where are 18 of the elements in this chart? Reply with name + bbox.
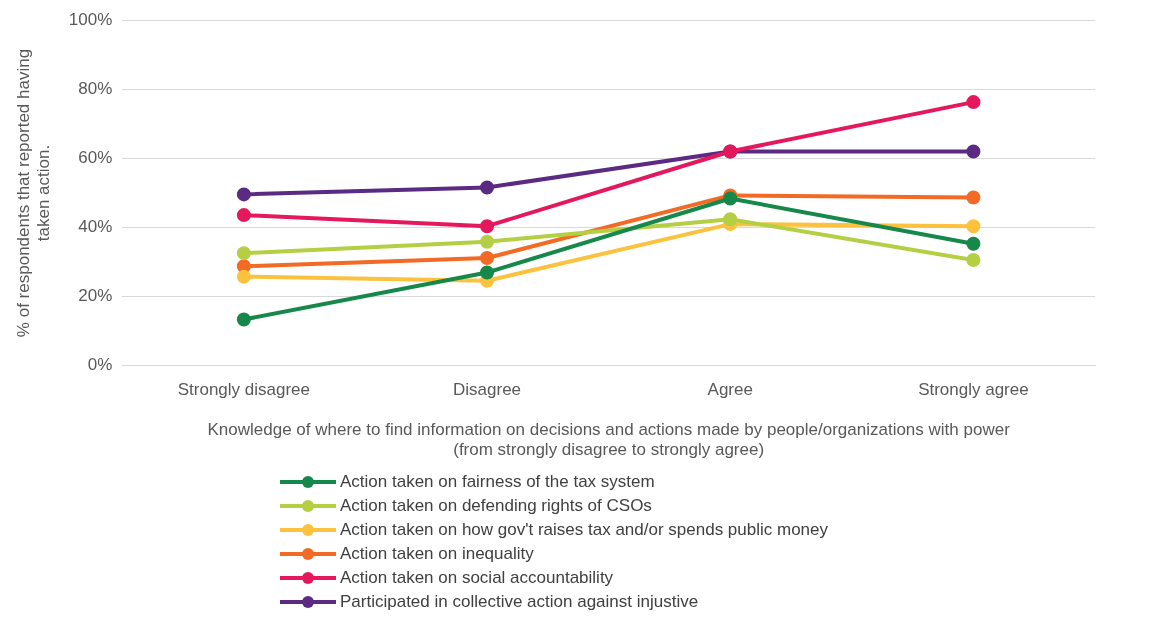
y-axis-title: % of respondents that reported having taken action. [13, 48, 54, 338]
x-tick-label: Strongly disagree [177, 379, 311, 399]
legend-label: Action taken on how gov't raises tax and/or spends public money [340, 520, 829, 540]
y-tick-label: 40% [78, 217, 113, 237]
y-tick-label: 100% [68, 9, 113, 29]
y-tick-label: 0% [87, 355, 113, 375]
legend-label: Action taken on inequality [340, 544, 534, 564]
y-tick-label: 80% [78, 79, 113, 99]
x-tick-label: Agree [707, 379, 753, 399]
y-tick-label: 20% [78, 286, 113, 306]
y-tick-label: 60% [78, 148, 113, 168]
legend-label: Participated in collective action against injustive [340, 592, 699, 612]
x-axis-title: Knowledge of where to find information on decisions and actions made by people/organizations with power (from strongly disagree to strongly agree) [207, 420, 1011, 460]
legend-label: Action taken on social accountability [340, 568, 614, 588]
legend-label: Action taken on defending rights of CSOs [340, 496, 652, 516]
legend-label: Action taken on fairness of the tax system [340, 472, 655, 492]
x-tick-label: Strongly agree [918, 379, 1029, 399]
x-tick-label: Disagree [453, 379, 522, 399]
